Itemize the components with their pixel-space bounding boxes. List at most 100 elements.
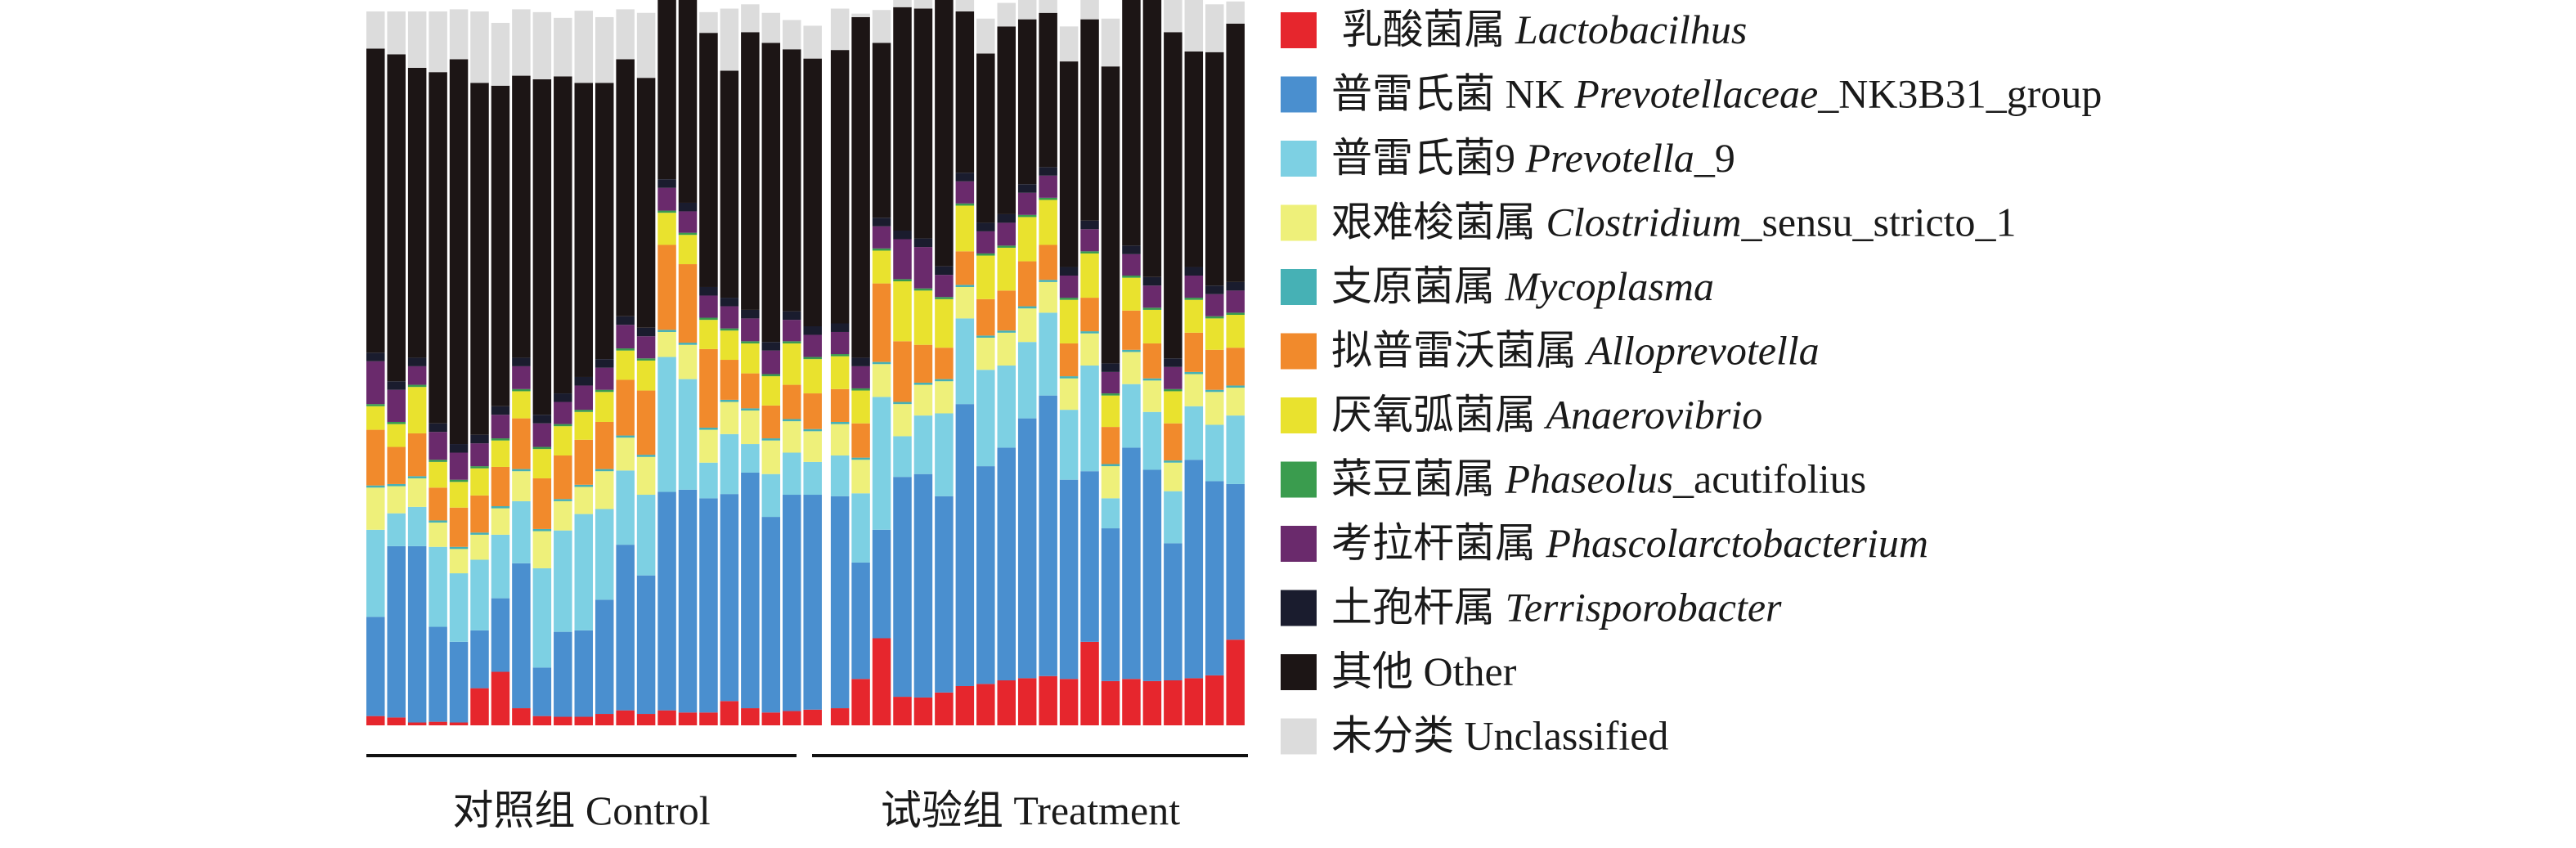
bar-segment-T19-s5 [1205, 349, 1224, 390]
bar-segment-C11-s4 [574, 484, 593, 487]
legend-label-9: 土孢杆属 Terrisporobacter [1331, 585, 1782, 630]
bar-segment-T12-s3 [1059, 378, 1079, 411]
bar-segment-T4-s11 [893, 0, 912, 7]
bar-segment-T8-s11 [976, 18, 995, 54]
bar-segment-C18-s1 [720, 494, 739, 702]
bar-segment-C6-s6 [470, 468, 489, 496]
bar-segment-C3-s2 [407, 506, 427, 546]
bar-segment-C2-s8 [387, 389, 406, 422]
bar-segment-C3-s3 [407, 478, 427, 507]
bar-segment-T13-s1 [1080, 471, 1099, 642]
legend-label-2: 普雷氏菌9 Prevotella_9 [1331, 135, 1735, 181]
bar-segment-T2-s3 [851, 460, 870, 494]
bar-segment-C14-s5 [636, 390, 656, 455]
bar-segment-C15-s5 [657, 245, 676, 330]
legend-label-cn-4: 支原菌属 [1331, 263, 1506, 309]
bar-segment-T11-s5 [1039, 245, 1057, 280]
bar-segment-T9-s11 [997, 2, 1016, 27]
bar-segment-C19-s2 [741, 444, 760, 473]
bar-segment-T9-s2 [997, 366, 1016, 448]
bar-segment-C14-s1 [636, 575, 656, 715]
bar-segment-T16-s8 [1142, 285, 1162, 308]
bar-segment-C7-s1 [491, 598, 510, 672]
legend-swatch-8 [1281, 526, 1317, 562]
bar-segment-T6-s3 [935, 381, 954, 414]
bar-segment-T4-s10 [893, 7, 912, 231]
legend-label-latin-9: Terrisporobacter [1506, 585, 1783, 630]
bar-segment-T5-s6 [913, 290, 933, 345]
bar-segment-C21-s2 [783, 452, 801, 496]
bar-segment-C8-s11 [512, 9, 531, 76]
legend-label-latin-7: Phaseolus [1505, 456, 1674, 502]
bar-segment-C4-s0 [429, 721, 447, 725]
bar-segment-C17-s2 [699, 462, 718, 499]
bar-segment-C17-s6 [699, 320, 718, 349]
bar-segment-C7-s5 [491, 466, 510, 506]
bar-segment-C21-s9 [783, 311, 801, 321]
bar-segment-T11-s1 [1039, 395, 1057, 676]
bar-segment-T20-s8 [1226, 290, 1245, 313]
bar-segment-C21-s4 [783, 419, 801, 422]
bar-segment-C16-s5 [678, 264, 698, 343]
legend-label-suffix-1: _NK3B31_group [1817, 71, 2102, 117]
bar-segment-T11-s11 [1039, 0, 1057, 13]
bar-segment-T16-s7 [1142, 307, 1162, 310]
legend-swatch-7 [1281, 461, 1317, 498]
bar-segment-T9-s0 [997, 680, 1016, 725]
bar-segment-T15-s5 [1122, 310, 1141, 350]
bar-segment-C10-s6 [554, 426, 572, 455]
legend-swatch-4 [1281, 269, 1317, 305]
legend-label-cn-3: 艰难梭菌属 [1331, 200, 1546, 245]
legend-swatch-11 [1281, 718, 1317, 755]
bar-segment-C8-s9 [512, 357, 531, 366]
bar-segment-C5-s9 [449, 444, 469, 453]
legend-label-6: 厌氧弧菌属 Anaerovibrio [1331, 392, 1762, 437]
bar-segment-C3-s11 [407, 11, 427, 68]
bar-segment-C21-s11 [783, 20, 801, 50]
bar-segment-C15-s3 [657, 331, 676, 357]
bar-segment-T14-s1 [1101, 528, 1120, 681]
bar-segment-C10-s11 [554, 17, 572, 77]
bar-segment-T11-s6 [1039, 200, 1057, 245]
bar-segment-C16-s6 [678, 235, 698, 265]
bar-segment-T2-s8 [851, 366, 870, 388]
bar-segment-T7-s9 [955, 173, 975, 182]
bar-segment-C7-s8 [491, 415, 510, 439]
bar-segment-C9-s0 [532, 716, 552, 725]
legend-swatch-0 [1281, 12, 1317, 48]
bar-segment-T11-s4 [1039, 280, 1057, 282]
bar-segment-T11-s8 [1039, 175, 1057, 198]
bar-segment-T7-s8 [955, 181, 975, 204]
bar-segment-C1-s3 [366, 487, 385, 530]
legend-label-suffix-7: _acutifolius [1672, 456, 1866, 502]
bar-segment-C6-s4 [470, 532, 489, 535]
bar-segment-C20-s3 [761, 440, 781, 474]
bar-segment-C20-s2 [761, 473, 781, 518]
bar-segment-T3-s2 [872, 397, 891, 530]
bar-segment-C2-s6 [387, 424, 406, 447]
legend-label-suffix-10: Other [1424, 648, 1517, 694]
bar-segment-C20-s4 [761, 438, 781, 441]
bar-segment-T15-s3 [1122, 352, 1141, 384]
bar-segment-T17-s9 [1164, 358, 1183, 367]
bar-segment-C20-s0 [761, 712, 781, 725]
legend-label-cn-8: 考拉杆菌属 [1331, 520, 1546, 566]
bar-segment-C5-s3 [449, 549, 469, 574]
bar-segment-T16-s10 [1142, 0, 1162, 277]
bar-segment-C6-s5 [470, 495, 489, 533]
legend-swatch-6 [1281, 397, 1317, 433]
bar-segment-T11-s3 [1039, 281, 1057, 313]
bar-segment-T14-s5 [1101, 427, 1120, 464]
bar-segment-C8-s3 [512, 471, 531, 501]
bar-segment-T19-s7 [1205, 316, 1224, 319]
bar-segment-C5-s2 [449, 573, 469, 642]
bar-segment-T16-s3 [1142, 380, 1162, 412]
bar-segment-C4-s5 [429, 487, 447, 521]
bar-segment-T10-s3 [1017, 308, 1037, 343]
bar-segment-C11-s10 [574, 83, 593, 377]
bar-segment-C3-s0 [407, 722, 427, 725]
bar-segment-T1-s3 [830, 424, 850, 455]
bar-segment-C1-s0 [366, 716, 385, 725]
bar-segment-C22-s8 [803, 334, 822, 357]
bar-segment-C8-s5 [512, 418, 531, 469]
